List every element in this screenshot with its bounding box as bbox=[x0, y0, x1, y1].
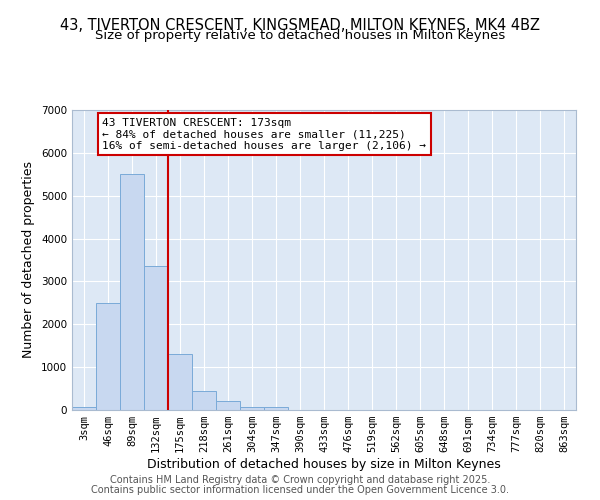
Text: Contains HM Land Registry data © Crown copyright and database right 2025.: Contains HM Land Registry data © Crown c… bbox=[110, 475, 490, 485]
Text: Contains public sector information licensed under the Open Government Licence 3.: Contains public sector information licen… bbox=[91, 485, 509, 495]
Bar bbox=[144, 266, 168, 410]
Text: Size of property relative to detached houses in Milton Keynes: Size of property relative to detached ho… bbox=[95, 29, 505, 42]
Bar bbox=[240, 407, 264, 410]
Bar bbox=[216, 402, 240, 410]
Bar bbox=[96, 303, 120, 410]
Bar bbox=[168, 354, 192, 410]
Bar bbox=[120, 174, 144, 410]
Bar bbox=[192, 390, 216, 410]
X-axis label: Distribution of detached houses by size in Milton Keynes: Distribution of detached houses by size … bbox=[147, 458, 501, 471]
Text: 43 TIVERTON CRESCENT: 173sqm
← 84% of detached houses are smaller (11,225)
16% o: 43 TIVERTON CRESCENT: 173sqm ← 84% of de… bbox=[102, 118, 426, 150]
Y-axis label: Number of detached properties: Number of detached properties bbox=[22, 162, 35, 358]
Text: 43, TIVERTON CRESCENT, KINGSMEAD, MILTON KEYNES, MK4 4BZ: 43, TIVERTON CRESCENT, KINGSMEAD, MILTON… bbox=[60, 18, 540, 32]
Bar bbox=[264, 408, 288, 410]
Bar bbox=[72, 407, 96, 410]
